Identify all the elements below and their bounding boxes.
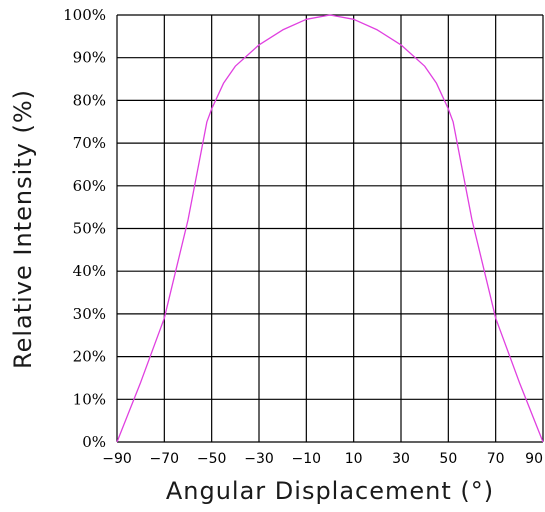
x-tick-label: −70 [150, 451, 180, 467]
x-tick-label: 10 [345, 451, 363, 467]
y-tick-label: 10% [73, 390, 106, 408]
x-axis-ticks: −90 −70 −50 −30 −10 10 30 50 70 90 [102, 451, 543, 467]
y-tick-label: 60% [73, 177, 106, 195]
x-tick-label: −50 [197, 451, 227, 467]
y-tick-label: 90% [73, 49, 106, 67]
x-tick-label: −90 [102, 451, 132, 467]
y-axis-ticks: 0% 10% 20% 30% 40% 50% 60% 70% 80% 90% 100% [63, 6, 106, 451]
x-tick-label: −30 [244, 451, 274, 467]
chart-series [116, 14, 544, 443]
x-tick-label: −10 [292, 451, 322, 467]
x-tick-label: 50 [439, 451, 457, 467]
y-axis-label: Relative Intensity (%) [9, 89, 37, 369]
y-tick-label: 0% [82, 433, 106, 451]
x-tick-label: 70 [487, 451, 505, 467]
y-tick-label: 30% [73, 305, 106, 323]
y-tick-label: 20% [73, 348, 106, 366]
x-tick-label: 30 [392, 451, 410, 467]
x-axis-label: Angular Displacement (°) [166, 477, 494, 505]
series-line [116, 14, 544, 443]
x-tick-label: 90 [525, 451, 543, 467]
y-tick-label: 80% [73, 91, 106, 109]
y-tick-label: 100% [63, 6, 106, 24]
chart-grid [116, 14, 544, 443]
y-tick-label: 70% [73, 134, 106, 152]
y-tick-label: 50% [73, 220, 106, 238]
y-tick-label: 40% [73, 262, 106, 280]
